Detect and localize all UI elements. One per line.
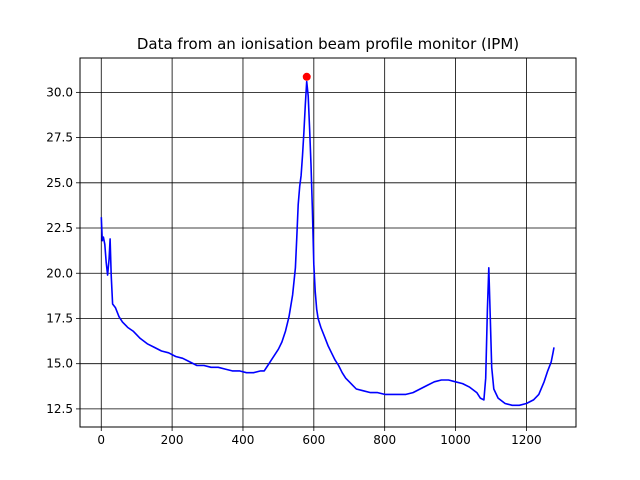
y-tick-label: 17.5 [46, 311, 73, 325]
x-tick-label: 800 [373, 433, 396, 447]
x-tick-label: 200 [161, 433, 184, 447]
y-tick-label: 22.5 [46, 221, 73, 235]
y-tick-label: 27.5 [46, 131, 73, 145]
y-tick-label: 20.0 [46, 266, 73, 280]
y-tick-label: 15.0 [46, 357, 73, 371]
x-tick-label: 1200 [511, 433, 542, 447]
chart-title: Data from an ionisation beam profile mon… [137, 35, 519, 53]
x-tick-label: 0 [97, 433, 105, 447]
peak-marker [302, 72, 311, 81]
chart-grid [80, 58, 576, 427]
y-tick-label: 12.5 [46, 402, 73, 416]
series-line [100, 80, 555, 407]
x-tick-label: 400 [232, 433, 255, 447]
x-tick-label: 600 [302, 433, 325, 447]
chart-marker-layer [302, 72, 311, 81]
x-axis: 0 200 400 600 800 1000 1200 [97, 427, 542, 447]
y-tick-label: 30.0 [46, 85, 73, 99]
y-axis: 12.5 15.0 17.5 20.0 22.5 25.0 27.5 30.0 [46, 85, 80, 416]
y-tick-label: 25.0 [46, 176, 73, 190]
plot-frame [79, 57, 577, 428]
chart-series-layer [100, 80, 555, 407]
x-tick-label: 1000 [440, 433, 471, 447]
